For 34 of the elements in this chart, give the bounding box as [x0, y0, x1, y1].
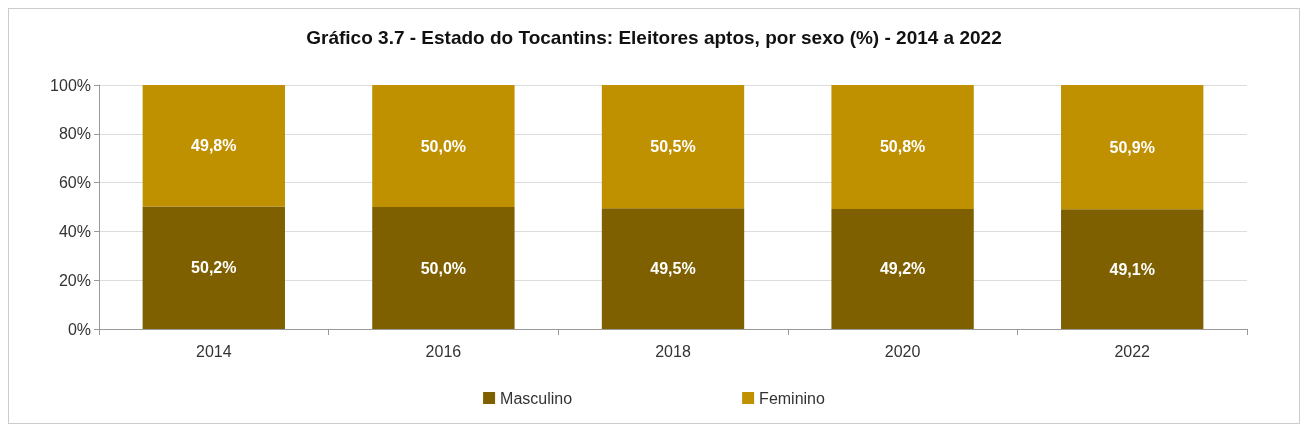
bar	[142, 206, 285, 329]
data-label: 49,2%	[879, 260, 926, 278]
data-label: 50,9%	[1109, 138, 1155, 156]
y-tick-label: 100%	[50, 76, 91, 94]
bar	[831, 208, 974, 329]
bar	[1061, 85, 1204, 210]
x-tick-label: 2020	[884, 342, 921, 360]
data-label: 50,0%	[420, 259, 467, 277]
data-label: 49,1%	[1109, 260, 1155, 278]
x-tick-label: 2016	[425, 342, 462, 360]
data-label: 50,8%	[879, 138, 926, 156]
data-label: 50,2%	[191, 259, 237, 277]
data-label: 49,8%	[191, 137, 237, 155]
data-label: 50,0%	[420, 137, 467, 155]
y-tick-label: 20%	[58, 271, 91, 289]
data-label: 50,5%	[650, 138, 696, 156]
chart-title: Gráfico 3.7 - Estado do Tocantins: Eleitores aptos, por sexo (%) - 2014 a 2022	[306, 27, 1002, 48]
data-label: 49,5%	[650, 260, 696, 278]
bar	[601, 208, 745, 329]
bar	[601, 85, 745, 209]
bar	[1061, 209, 1204, 329]
legend-label: Feminino	[759, 389, 826, 407]
x-tick-label: 2022	[1114, 342, 1151, 360]
y-tick-label: 80%	[58, 125, 91, 143]
y-tick-label: 60%	[58, 174, 91, 192]
bar	[831, 85, 974, 209]
x-tick-label: 2018	[655, 342, 691, 360]
bar	[372, 85, 515, 207]
bar	[372, 207, 515, 329]
x-tick-label: 2014	[196, 342, 232, 360]
legend-label: Masculino	[500, 389, 573, 407]
y-tick-label: 40%	[58, 222, 91, 240]
bar	[142, 85, 285, 207]
y-tick-label: 0%	[67, 320, 91, 338]
